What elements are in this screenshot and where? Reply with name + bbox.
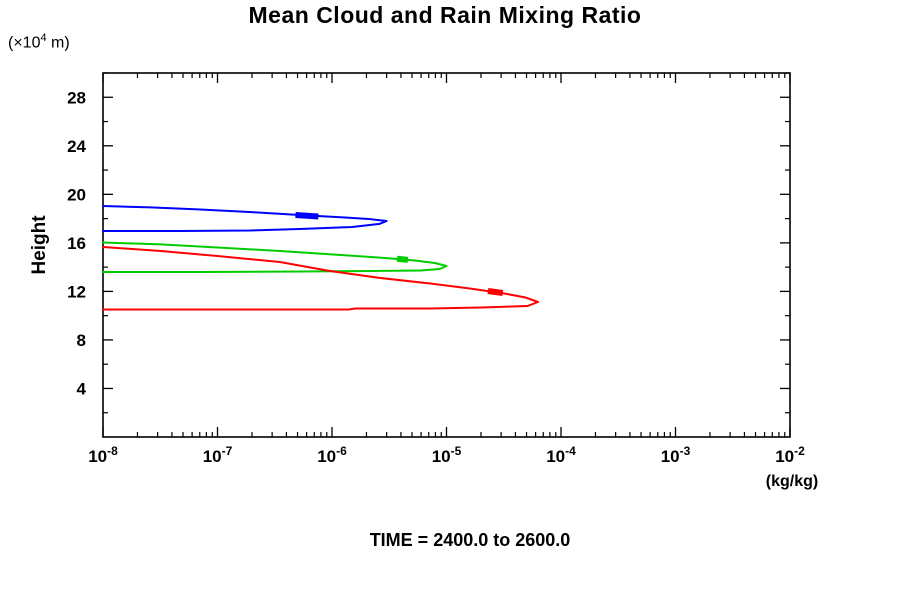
series-label-mark-red-profile [487, 288, 504, 296]
y-unit-prefix: (×10 [8, 34, 41, 52]
y-tick-label: 20 [67, 185, 86, 204]
x-tick-label: 10-2 [775, 444, 805, 466]
y-tick-label: 16 [67, 234, 86, 253]
series-curve-blue-profile [102, 205, 388, 232]
x-tick-label: 10-7 [203, 444, 233, 466]
series-label-mark-blue-profile [295, 211, 319, 220]
time-annotation: TIME = 2400.0 to 2600.0 [369, 530, 571, 550]
series-curve-red-profile [102, 246, 539, 311]
x-axis-unit-label: (kg/kg) [765, 473, 819, 490]
y-unit-exponent: 4 [40, 32, 47, 44]
y-axis-unit-label: (×104 m) [8, 32, 70, 52]
y-tick-label: 28 [67, 88, 86, 107]
x-tick-label: 10-5 [432, 444, 462, 466]
x-tick-label: 10-3 [661, 444, 691, 466]
x-tick-label: 10-6 [317, 444, 347, 466]
series-curve-green-profile [102, 241, 448, 273]
chart-title: Mean Cloud and Rain Mixing Ratio [248, 2, 642, 28]
y-unit-suffix: m) [46, 34, 70, 52]
y-tick-label: 12 [67, 282, 86, 301]
x-tick-label: 10-8 [88, 444, 118, 466]
y-axis-title: Height [29, 215, 50, 275]
y-tick-label: 4 [77, 379, 87, 398]
series-label-mark-green-profile [396, 255, 409, 263]
x-tick-label: 10-4 [546, 444, 576, 466]
y-tick-label: 24 [67, 137, 86, 156]
y-tick-label: 8 [77, 331, 86, 350]
